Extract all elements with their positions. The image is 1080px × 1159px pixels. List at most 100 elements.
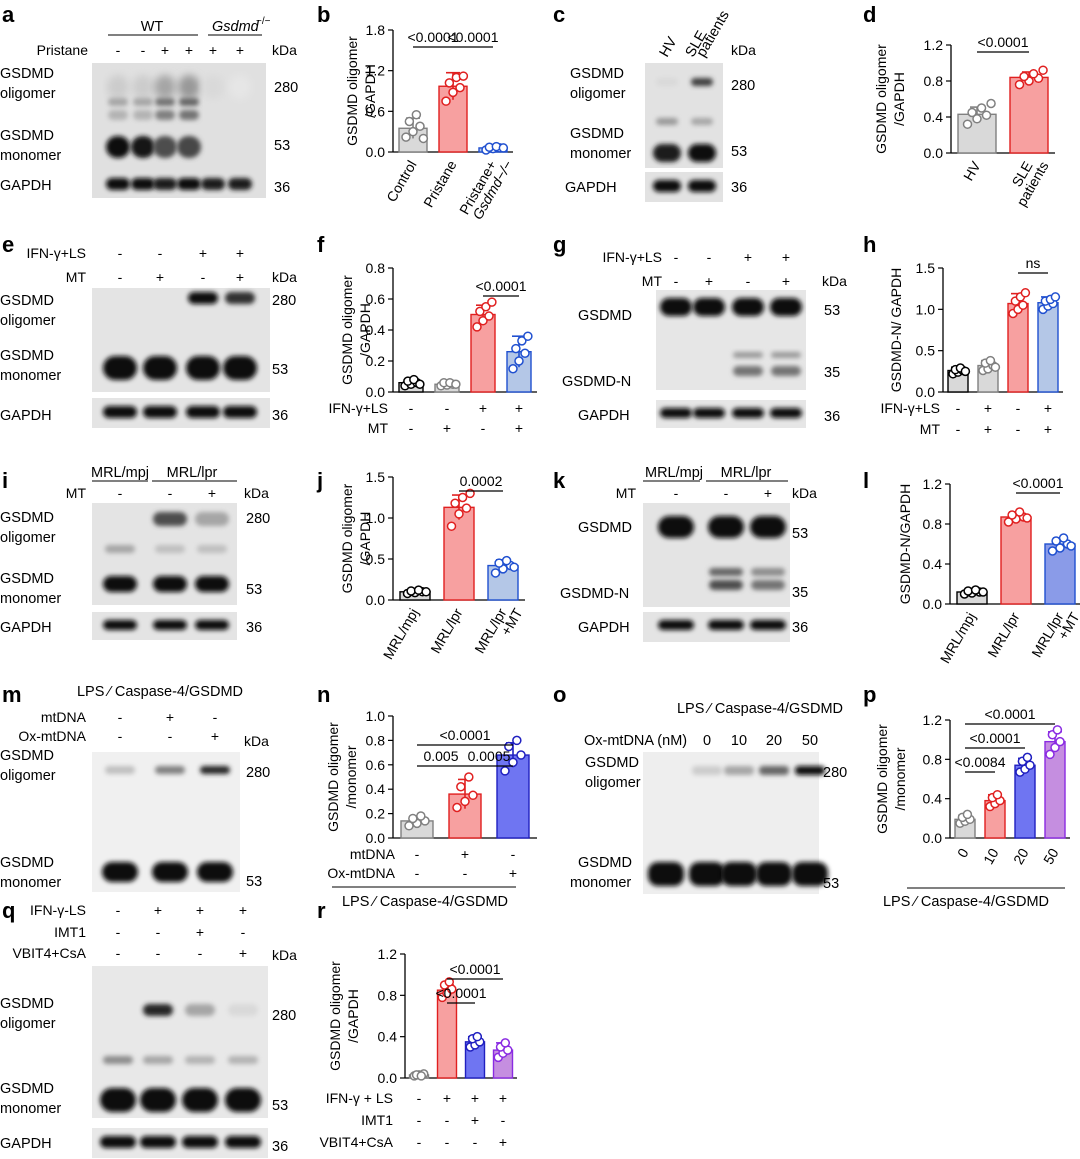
y-tick-label: 0.0 — [923, 830, 943, 846]
condition-sign: + — [443, 1090, 451, 1106]
data-point — [498, 143, 509, 153]
p-value-label: <0.0001 — [985, 706, 1036, 722]
blot-band — [179, 110, 199, 120]
condition-sign: - — [417, 1134, 422, 1150]
condition-label: IFN-γ+LS — [26, 245, 86, 261]
panel-letter-c: c — [553, 2, 565, 27]
footer-label: LPS ⁄ Caspase-4/GSDMD — [883, 894, 1049, 910]
y-axis-label: GSDMD oligomer — [874, 724, 890, 834]
condition-sign: + — [515, 420, 523, 436]
data-point — [487, 297, 497, 307]
panel-letter-o: o — [553, 682, 566, 707]
y-tick-label: 0.4 — [923, 791, 943, 807]
blot-band — [133, 110, 153, 120]
y-axis-label: GSDMD oligomer — [327, 961, 343, 1071]
kda-marker: 53 — [272, 362, 288, 378]
condition-sign: - — [511, 846, 516, 862]
condition-sign: - — [674, 485, 679, 501]
condition-sign: + — [782, 273, 790, 289]
band-label: GAPDH — [0, 178, 52, 194]
x-tick-label: Control — [383, 158, 419, 205]
blot-band — [792, 862, 828, 886]
lane-value: 20 — [766, 733, 782, 749]
blot-band — [154, 75, 176, 99]
blot-band — [689, 862, 725, 886]
data-point — [511, 343, 521, 354]
blot-band — [770, 408, 802, 418]
blot-band — [660, 298, 692, 316]
condition-sign: - — [415, 865, 420, 881]
y-axis-label: /GAPDH — [362, 64, 378, 118]
band-label: GAPDH — [0, 620, 52, 636]
condition-sign: - — [156, 924, 161, 940]
panel-letter-h: h — [863, 232, 876, 257]
chart-p: 0.0 0.4 0.8 1.2 GSDMD oligomer/monomer <0.008… — [0, 706, 1070, 910]
x-tick-label: MRL/lpr — [427, 605, 466, 656]
blot-band — [177, 178, 201, 190]
blot-band — [732, 298, 764, 316]
chart-f: 0.0 0.2 0.4 0.6 0.8 GSDMD oligomer/GAPDH <0.00… — [328, 260, 537, 436]
condition-sign: - — [707, 249, 712, 265]
group-label: MRL/mpj — [645, 465, 703, 481]
lane-label: HV — [657, 34, 681, 60]
blot-band — [155, 110, 175, 120]
y-tick-label: 0.8 — [378, 987, 398, 1003]
data-point — [404, 116, 415, 127]
blot-band — [658, 516, 694, 538]
data-point — [481, 302, 491, 312]
blot-q: kDa IFN-γ-LS - + + + IMT1 - - + - VBIT4+CsA - - - + GSDM… — [0, 902, 297, 1158]
data-point — [1050, 742, 1060, 753]
y-tick-label: 0.0 — [916, 384, 936, 400]
data-point — [456, 782, 466, 792]
kda-marker: 36 — [824, 409, 840, 425]
data-point — [500, 766, 510, 776]
kda-label: kDa — [792, 485, 817, 501]
kda-label: kDa — [272, 269, 297, 285]
data-point — [981, 110, 992, 120]
bar-3 — [1037, 302, 1059, 393]
data-point — [514, 356, 524, 366]
data-point — [972, 114, 982, 124]
panel-letter-g: g — [553, 232, 566, 257]
band-label: GSDMD — [578, 855, 632, 871]
data-point — [457, 492, 468, 503]
y-tick-label: 1.0 — [916, 301, 936, 317]
blot-band — [131, 136, 155, 158]
band-label: monomer — [0, 368, 61, 384]
y-tick-label: 0.6 — [366, 291, 386, 307]
panel-letter-e: e — [2, 232, 14, 257]
x-tick-label: 20 — [1010, 845, 1032, 867]
blot-band — [185, 1056, 215, 1064]
kda-label: kDa — [244, 485, 269, 501]
blot-band — [751, 568, 785, 576]
kda-marker: 53 — [792, 526, 808, 542]
blot-band — [179, 98, 199, 106]
data-point — [451, 379, 461, 389]
kda-marker: 280 — [272, 1008, 296, 1024]
y-tick-label: 1.0 — [366, 708, 386, 724]
panel-letter-a: a — [2, 2, 15, 27]
blot-band — [688, 144, 716, 162]
y-tick-label: 0.0 — [378, 1070, 398, 1086]
x-tick-label: MRL/mpj — [937, 610, 979, 667]
blot-band — [105, 766, 135, 774]
data-point — [1025, 760, 1035, 770]
band-label: monomer — [0, 591, 61, 607]
condition-sign: - — [724, 485, 729, 501]
blot-band — [225, 1088, 261, 1112]
data-point — [478, 315, 488, 326]
y-tick-label: 0.0 — [366, 384, 386, 400]
blot-band — [153, 576, 187, 592]
data-point — [1050, 292, 1061, 302]
condition-sign: + — [764, 485, 772, 501]
condition-label: Ox-mtDNA — [18, 728, 86, 744]
band-label: GSDMD — [0, 855, 54, 871]
condition-sign: + — [479, 400, 487, 416]
condition-sign: + — [208, 485, 216, 501]
y-tick-label: 0.8 — [366, 260, 386, 276]
blot-o: LPS ⁄ Caspase-4/GSDMD Ox-mtDNA (nM) 0 10 20 5… — [570, 701, 847, 894]
condition-label: MT — [920, 421, 941, 437]
kda-marker: 36 — [272, 408, 288, 424]
data-point — [416, 811, 426, 821]
